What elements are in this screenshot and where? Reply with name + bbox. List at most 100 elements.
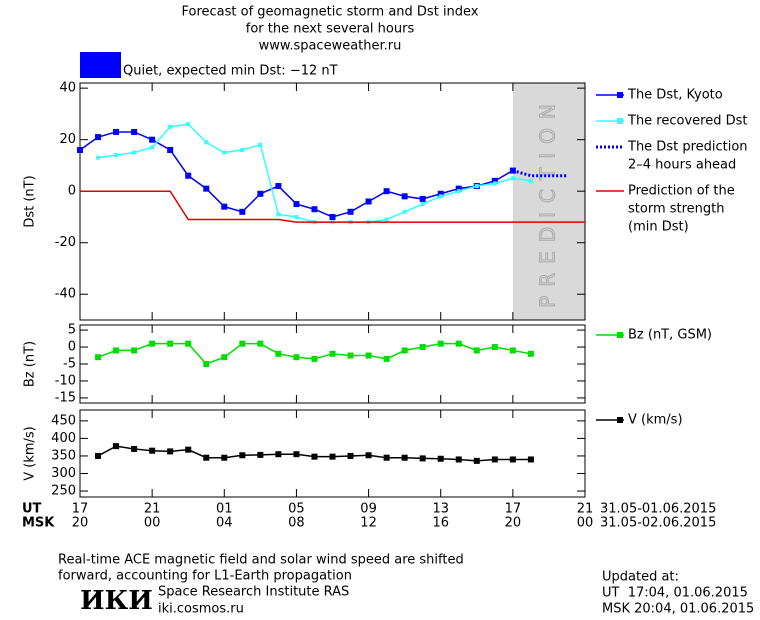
data-point	[347, 208, 354, 215]
data-point	[455, 456, 462, 463]
data-point	[222, 150, 227, 155]
y-tick-label: -15	[55, 390, 76, 405]
y-tick-label: 0	[68, 340, 76, 355]
data-point	[401, 454, 408, 461]
legend-text: The Dst, Kyoto	[627, 88, 723, 103]
data-point	[492, 181, 497, 186]
legend-text: The Dst prediction	[627, 140, 748, 155]
data-point	[185, 446, 192, 453]
x-axis-label: MSK	[22, 516, 55, 531]
data-point	[95, 354, 102, 361]
legend-marker	[617, 417, 623, 423]
legend-text: Prediction of the	[628, 184, 735, 199]
data-point	[239, 452, 246, 459]
data-point	[420, 202, 425, 207]
date-range: 31.05-02.06.2015	[600, 516, 716, 531]
data-point	[113, 443, 120, 450]
prediction-region	[512, 83, 585, 320]
data-point	[239, 208, 246, 215]
data-point	[257, 340, 264, 347]
y-axis-label: Dst (nT)	[23, 175, 38, 227]
x-tick-label: 09	[360, 502, 377, 517]
data-point	[240, 147, 245, 152]
x-tick-label: 13	[432, 502, 449, 517]
panel-frame	[79, 82, 586, 321]
data-point	[365, 198, 372, 205]
data-point	[419, 344, 426, 351]
data-point	[455, 340, 462, 347]
data-point	[419, 195, 426, 202]
data-point	[131, 445, 138, 452]
y-tick-label: -20	[55, 235, 76, 250]
y-tick-label: 450	[51, 413, 76, 428]
data-point	[365, 352, 372, 359]
data-point	[438, 194, 443, 199]
y-tick-label: -10	[55, 373, 76, 388]
series-line	[80, 190, 585, 223]
updated-label: Updated at:	[602, 570, 679, 585]
panel-frame	[79, 409, 586, 498]
data-point	[311, 355, 318, 362]
data-point	[329, 453, 336, 460]
panel-frame	[79, 324, 586, 404]
x-tick-label-msk: 00	[577, 516, 594, 531]
title-line: for the next several hours	[246, 22, 415, 37]
x-axis-label: UT	[22, 502, 42, 517]
data-point	[185, 172, 192, 179]
prediction-label: PREDICTION	[535, 95, 559, 308]
data-point	[455, 185, 462, 192]
data-point	[473, 457, 480, 464]
updated-msk: MSK 20:04, 01.06.2015	[602, 602, 754, 617]
data-point	[221, 354, 228, 361]
data-point	[168, 124, 173, 129]
data-point	[383, 454, 390, 461]
x-tick-label: 17	[505, 502, 522, 517]
x-tick-label-msk: 20	[72, 516, 89, 531]
data-point	[96, 155, 101, 160]
y-tick-label: 400	[51, 431, 76, 446]
data-point	[221, 454, 228, 461]
data-point	[383, 188, 390, 195]
data-point	[167, 146, 174, 153]
data-point	[401, 347, 408, 354]
y-tick-label: 350	[51, 448, 76, 463]
data-point	[528, 178, 533, 183]
y-tick-label: 5	[68, 323, 76, 338]
data-point	[185, 340, 192, 347]
data-point	[257, 451, 264, 458]
updated-ut: UT 17:04, 01.06.2015	[602, 586, 748, 601]
legend-marker	[617, 332, 623, 338]
data-point	[510, 176, 515, 181]
data-point	[95, 452, 102, 459]
data-point	[150, 145, 155, 150]
data-point	[311, 206, 318, 213]
data-point	[527, 456, 534, 463]
y-tick-label: 0	[68, 184, 76, 199]
institute: Space Research Institute RAS	[158, 585, 349, 600]
legend-text: Bz (nT, GSM)	[628, 328, 712, 343]
data-point	[149, 447, 156, 454]
data-point	[221, 203, 228, 210]
url: iki.cosmos.ru	[158, 602, 244, 617]
data-point	[347, 352, 354, 359]
data-point	[365, 452, 372, 459]
data-point	[509, 347, 516, 354]
data-point	[275, 451, 282, 458]
data-point	[167, 340, 174, 347]
data-point	[437, 340, 444, 347]
series-line	[512, 169, 567, 178]
x-tick-label: 21	[577, 502, 594, 517]
data-point	[402, 209, 407, 214]
data-point	[239, 340, 246, 347]
data-point	[437, 190, 444, 197]
data-point	[186, 122, 191, 127]
data-point	[384, 217, 389, 222]
y-tick-label: 20	[59, 132, 76, 147]
data-point	[294, 214, 299, 219]
data-point	[311, 453, 318, 460]
legend-text: (min Dst)	[628, 220, 689, 235]
y-tick-label: -5	[63, 357, 76, 372]
data-point	[347, 452, 354, 459]
x-tick-label-msk: 12	[360, 516, 377, 531]
